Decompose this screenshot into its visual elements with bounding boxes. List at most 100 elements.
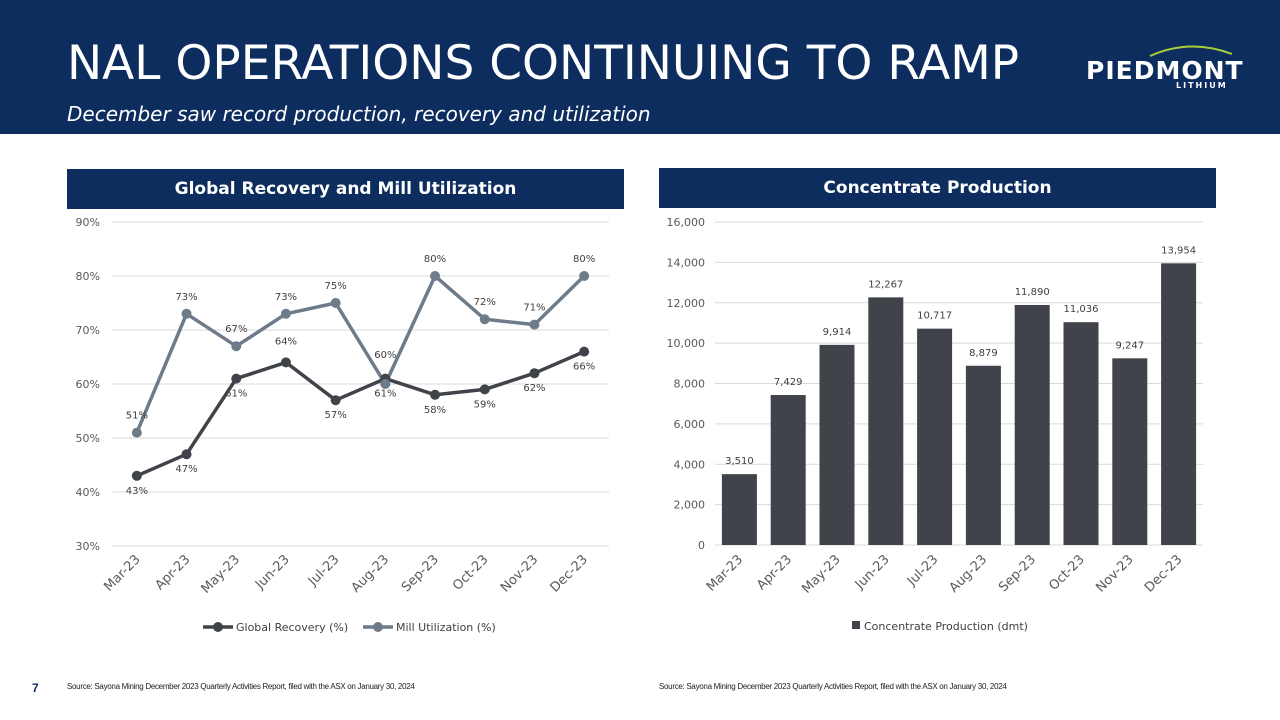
series-line-global-recovery <box>136 349 585 478</box>
data-label: 61% <box>225 389 247 400</box>
y-tick-label: 30% <box>76 540 100 553</box>
bar <box>868 297 904 545</box>
bar <box>770 395 806 545</box>
bar <box>1112 358 1148 545</box>
legend-label: Global Recovery (%) <box>236 621 348 634</box>
data-label: 80% <box>573 254 595 265</box>
x-tick-label: Jul-23 <box>904 552 941 589</box>
data-point <box>380 379 391 389</box>
data-label: 51% <box>126 411 148 422</box>
data-label: 80% <box>424 254 446 265</box>
source-note-right: Source: Sayona Mining December 2023 Quar… <box>659 682 1007 691</box>
y-tick-label: 8,000 <box>674 378 706 391</box>
y-tick-label: 90% <box>76 216 100 229</box>
legend-marker <box>213 622 223 632</box>
x-tick-label: Dec-23 <box>1142 552 1185 595</box>
data-point <box>280 308 291 319</box>
data-label: 9,914 <box>823 327 852 338</box>
data-label: 13,954 <box>1161 245 1196 256</box>
y-tick-label: 2,000 <box>674 499 706 512</box>
data-label: 72% <box>474 297 496 308</box>
logo-name: PIEDMONT <box>1086 56 1244 85</box>
data-label: 12,267 <box>868 279 903 290</box>
page-number: 7 <box>32 681 39 695</box>
y-tick-label: 10,000 <box>667 337 706 350</box>
y-tick-label: 16,000 <box>667 216 706 229</box>
x-tick-label: Jun-23 <box>252 552 293 593</box>
legend-label: Concentrate Production (dmt) <box>864 620 1028 633</box>
bar <box>1014 304 1050 545</box>
legend-marker <box>373 622 383 632</box>
logo-arc-icon <box>1149 45 1233 57</box>
concentrate-production-bar-chart: 0 2,000 4,000 6,000 8,000 10,000 12,000 14,000 1… <box>667 216 1203 633</box>
production-chart-title: Concentrate Production <box>659 168 1216 208</box>
bar <box>965 365 1001 545</box>
data-label: 62% <box>523 383 545 394</box>
y-tick-label: 6,000 <box>674 418 706 431</box>
y-tick-label: 60% <box>76 378 100 391</box>
data-label: 61% <box>374 389 396 400</box>
data-label: 64% <box>275 336 297 347</box>
bar <box>917 328 953 545</box>
data-point <box>529 368 540 379</box>
data-point <box>181 308 192 319</box>
x-tick-label: Nov-23 <box>1093 552 1136 595</box>
data-label: 3,510 <box>725 456 754 467</box>
page-title: NAL OPERATIONS CONTINUING TO RAMP <box>67 36 1020 91</box>
data-label: 10,717 <box>917 311 952 322</box>
data-label: 71% <box>523 303 545 314</box>
data-label: 66% <box>573 362 595 373</box>
data-point <box>231 373 242 384</box>
data-point <box>131 427 142 438</box>
data-label: 57% <box>325 410 347 421</box>
data-label: 73% <box>275 292 297 303</box>
y-tick-label: 40% <box>76 486 100 499</box>
x-tick-label: Apr-23 <box>754 552 795 593</box>
header-banner: NAL OPERATIONS CONTINUING TO RAMP Decemb… <box>0 0 1280 134</box>
x-tick-label: May-23 <box>799 552 843 596</box>
data-label: 75% <box>325 281 347 292</box>
data-label: 60% <box>374 350 396 361</box>
data-label: 58% <box>424 405 446 416</box>
x-tick-label: Nov-23 <box>498 552 541 595</box>
x-tick-label: Sep-23 <box>399 552 442 595</box>
data-label: 47% <box>175 464 197 475</box>
data-point <box>579 271 590 281</box>
x-tick-label: Apr-23 <box>152 552 193 593</box>
data-label: 67% <box>225 324 247 335</box>
y-tick-label: 0 <box>698 539 705 552</box>
legend-swatch <box>852 621 860 629</box>
data-label: 73% <box>175 292 197 303</box>
data-point <box>231 341 242 352</box>
y-tick-label: 70% <box>76 324 100 337</box>
data-point <box>529 319 540 330</box>
bar <box>1161 263 1197 545</box>
data-point <box>479 384 490 395</box>
x-tick-label: May-23 <box>199 552 243 596</box>
data-label: 11,036 <box>1064 304 1099 315</box>
logo-sub: LITHIUM <box>1176 81 1228 90</box>
x-tick-label: Oct-23 <box>450 552 492 594</box>
x-tick-label: Aug-23 <box>349 552 393 596</box>
data-label: 8,879 <box>969 348 998 359</box>
recovery-chart-title: Global Recovery and Mill Utilization <box>67 169 624 209</box>
data-point <box>479 314 490 325</box>
legend-label: Mill Utilization (%) <box>396 621 496 634</box>
page-subtitle: December saw record production, recovery… <box>67 102 651 126</box>
data-label: 9,247 <box>1115 340 1144 351</box>
y-tick-label: 4,000 <box>674 458 706 471</box>
bar <box>1063 322 1099 545</box>
x-tick-label: Jun-23 <box>852 552 893 593</box>
x-tick-label: Dec-23 <box>548 552 591 595</box>
x-tick-label: Mar-23 <box>704 552 746 594</box>
data-label: 59% <box>474 399 496 410</box>
data-point <box>280 357 291 368</box>
data-point <box>430 271 441 281</box>
series-line-mill-utilization <box>135 274 586 434</box>
bar <box>721 474 757 545</box>
data-point <box>430 389 441 400</box>
x-tick-label: Mar-23 <box>101 552 143 594</box>
x-tick-label: Sep-23 <box>996 552 1039 595</box>
source-note-left: Source: Sayona Mining December 2023 Quar… <box>67 682 415 691</box>
data-label: 7,429 <box>774 377 803 388</box>
